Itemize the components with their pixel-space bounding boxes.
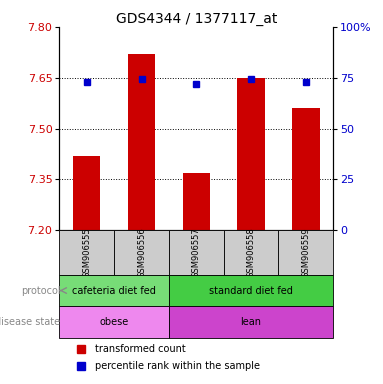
Bar	[73, 156, 100, 230]
Text: transformed count: transformed count	[95, 344, 186, 354]
Text: disease state: disease state	[0, 317, 61, 327]
Text: GSM906557: GSM906557	[192, 227, 201, 278]
Bar	[128, 54, 155, 230]
Text: obese: obese	[100, 317, 129, 327]
Bar	[59, 306, 169, 338]
Bar	[169, 306, 333, 338]
Text: protocol: protocol	[21, 286, 61, 296]
Title: GDS4344 / 1377117_at: GDS4344 / 1377117_at	[116, 12, 277, 26]
Bar	[292, 108, 319, 230]
Bar	[59, 275, 169, 306]
Text: standard diet fed: standard diet fed	[209, 286, 293, 296]
Bar	[169, 275, 333, 306]
Bar	[114, 230, 169, 275]
Bar	[183, 172, 210, 230]
Bar	[278, 230, 333, 275]
Bar	[237, 78, 265, 230]
Text: cafeteria diet fed: cafeteria diet fed	[72, 286, 156, 296]
Text: percentile rank within the sample: percentile rank within the sample	[95, 361, 260, 371]
Bar	[169, 230, 224, 275]
Text: GSM906559: GSM906559	[301, 227, 310, 278]
Text: GSM906556: GSM906556	[137, 227, 146, 278]
Text: lean: lean	[241, 317, 262, 327]
Bar	[224, 230, 278, 275]
Bar	[59, 230, 114, 275]
Text: GSM906555: GSM906555	[82, 227, 91, 278]
Text: GSM906558: GSM906558	[247, 227, 255, 278]
